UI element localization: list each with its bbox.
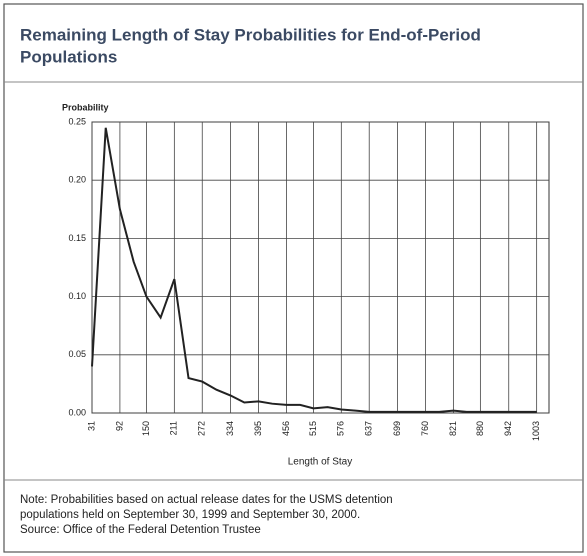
x-tick-label: 637: [364, 421, 374, 436]
note: populations held on September 30, 1999 a…: [20, 509, 360, 521]
x-tick-label: 880: [475, 421, 485, 436]
x-tick-label: 395: [253, 421, 263, 436]
x-tick-label: 272: [197, 421, 207, 436]
y-tick-label: 0.15: [68, 233, 86, 243]
note: Note: Probabilities based on actual rele…: [20, 494, 393, 506]
x-tick-label: 760: [420, 421, 430, 436]
y-tick-label: 0.05: [68, 349, 86, 359]
frame: [3, 3, 584, 553]
title: Remaining Length of Stay Probabilities f…: [20, 25, 481, 44]
x-tick-label: 150: [141, 421, 151, 436]
x-tick-label: 821: [448, 421, 458, 436]
y-tick-label: 0.25: [68, 116, 86, 126]
x-tick-label: 31: [86, 421, 96, 431]
x-tick-label: 456: [281, 421, 291, 436]
line: [91, 127, 537, 413]
x-tick-label: 942: [503, 421, 513, 436]
y-axis-label: Probability: [62, 102, 109, 112]
x-tick-label: 334: [225, 421, 235, 436]
title: Populations: [20, 47, 117, 66]
x-tick-label: 699: [392, 421, 402, 436]
y-tick-label: 0.00: [68, 407, 86, 417]
x-tick-label: 515: [308, 421, 318, 436]
y-tick-label: 0.20: [68, 175, 86, 185]
x-axis-label: Length of Stay: [288, 457, 353, 468]
note: Source: Office of the Federal Detention …: [20, 524, 261, 536]
x-tick-label: 92: [114, 421, 124, 431]
x-tick-label: 576: [336, 421, 346, 436]
y-tick-label: 0.10: [68, 291, 86, 301]
x-tick-label: 1003: [531, 421, 541, 441]
x-tick-label: 211: [169, 421, 179, 435]
